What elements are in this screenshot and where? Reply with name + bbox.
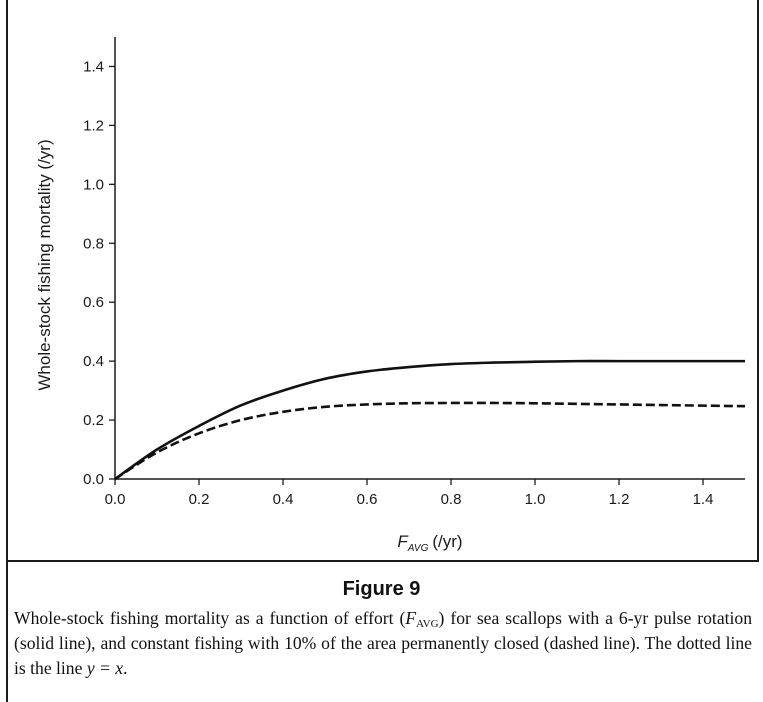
x-tick-label: 1.2 bbox=[609, 491, 630, 508]
chart: 0.0 0.2 0.4 0.6 0.8 1.0 1.2 1.4 0.0 0.2 0.4 0.6 0.8 1… bbox=[35, 37, 746, 554]
chart-axes bbox=[114, 37, 745, 480]
chart-series bbox=[114, 359, 746, 481]
x-tick-label: 0.0 bbox=[105, 491, 126, 508]
figure-title: Figure 9 bbox=[342, 578, 421, 600]
y-tick-label: 0.2 bbox=[83, 412, 104, 429]
chart-ticks: 0.0 0.2 0.4 0.6 0.8 1.0 1.2 1.4 0.0 0.2 0.4 0.6 0.8 1… bbox=[83, 58, 713, 508]
y-tick-label: 1.0 bbox=[83, 176, 104, 193]
caption-symbol-f: F bbox=[405, 608, 417, 628]
figure-frame-left bbox=[6, 0, 8, 702]
x-tick-label: 1.0 bbox=[525, 491, 546, 508]
x-axis-label-unit: (/yr) bbox=[432, 532, 462, 551]
y-axis-label: Whole-stock fishing mortality (/yr) bbox=[35, 139, 54, 390]
x-tick-label: 0.2 bbox=[189, 491, 210, 508]
x-axis-label-symbol: F bbox=[397, 532, 409, 551]
y-tick-label: 0.0 bbox=[83, 471, 104, 488]
series-line-solid bbox=[114, 359, 745, 481]
figure-frame-bottom bbox=[6, 560, 759, 562]
caption-subscript-avg: AVG bbox=[416, 618, 439, 630]
y-tick-label: 1.2 bbox=[83, 117, 104, 134]
caption-part-1: Whole-stock fishing mortality as a funct… bbox=[14, 608, 406, 628]
y-tick-label: 0.4 bbox=[83, 353, 104, 370]
x-tick-label: 0.4 bbox=[273, 491, 294, 508]
y-tick-label: 1.4 bbox=[83, 58, 104, 75]
x-axis-label-subscript: AVG bbox=[407, 543, 429, 554]
figure-caption: Whole-stock fishing mortality as a funct… bbox=[14, 606, 752, 681]
caption-equation: y = x bbox=[86, 658, 124, 678]
x-tick-label: 0.8 bbox=[441, 491, 462, 508]
x-tick-label: 0.6 bbox=[357, 491, 378, 508]
x-axis-label: FAVG (/yr) bbox=[397, 532, 462, 554]
y-tick-label: 0.6 bbox=[83, 294, 104, 311]
series-line-dashed bbox=[114, 401, 746, 481]
y-tick-label: 0.8 bbox=[83, 235, 104, 252]
caption-part-3: . bbox=[123, 658, 128, 678]
x-tick-label: 1.4 bbox=[693, 491, 714, 508]
figure-frame-right bbox=[757, 0, 759, 560]
caption-part-2: ) for sea scallops with a 6-yr pulse rot… bbox=[14, 608, 752, 678]
